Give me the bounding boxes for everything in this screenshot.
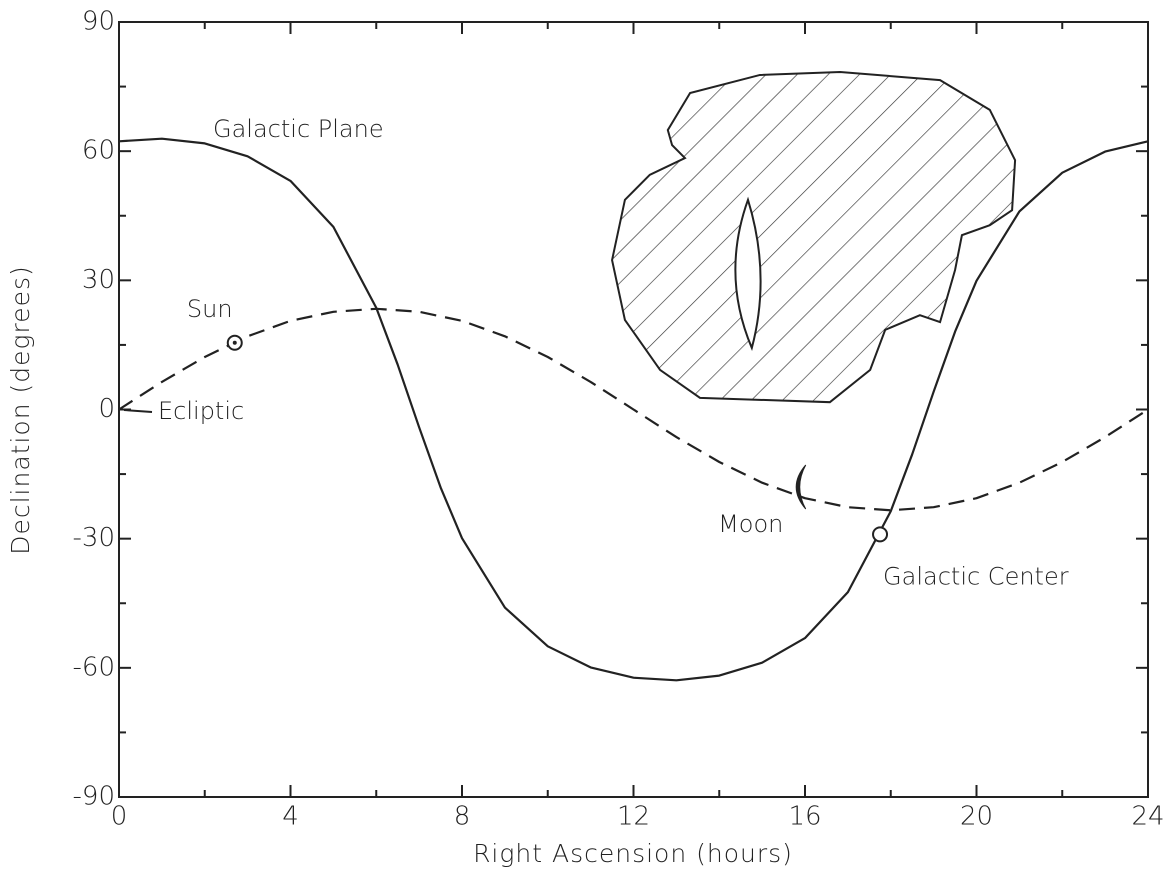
x-axis-label: Right Ascension (hours)	[473, 839, 793, 868]
hatched-region	[611, 70, 1017, 404]
series-line	[118, 137, 1149, 682]
x-tick-label: 0	[111, 802, 128, 832]
y-tick-label: 0	[98, 394, 115, 424]
x-tick-label: 24	[1131, 802, 1164, 832]
y-tick-label: 90	[82, 7, 115, 37]
y-tick-label: -90	[73, 782, 115, 812]
y-tick-label: 60	[82, 136, 115, 166]
x-tick-label: 12	[617, 802, 650, 832]
y-tick-label: -30	[73, 523, 115, 553]
y-axis-label: Declination (degrees)	[6, 265, 35, 555]
sun-dot	[232, 340, 237, 345]
moon-marker	[795, 464, 807, 510]
x-tick-label: 16	[788, 802, 821, 832]
point-label: Sun	[187, 295, 233, 323]
point-label: Galactic Center	[883, 562, 1069, 590]
galactic-center-marker	[872, 526, 889, 543]
series-label: Ecliptic	[158, 397, 244, 425]
series-label: Galactic Plane	[213, 115, 384, 143]
y-tick-label: 30	[82, 265, 115, 295]
label-pointer	[123, 409, 153, 413]
y-tick-label: -60	[73, 652, 115, 682]
x-tick-label: 8	[454, 802, 471, 832]
x-tick-label: 4	[282, 802, 299, 832]
point-label: Moon	[718, 510, 783, 538]
x-tick-label: 20	[960, 802, 993, 832]
series-line	[118, 307, 1149, 512]
region-hole	[734, 196, 762, 352]
